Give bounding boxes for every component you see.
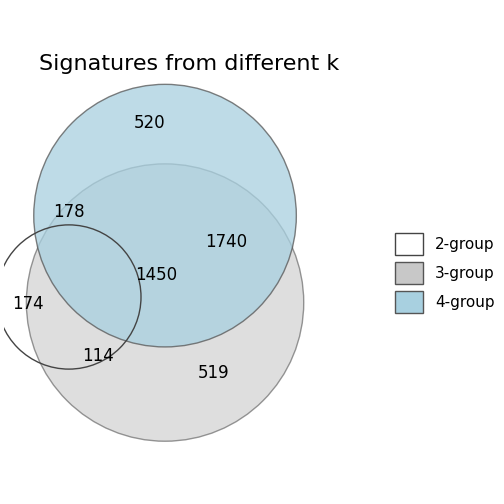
Text: 520: 520: [134, 114, 165, 132]
Legend: 2-group, 3-group, 4-group: 2-group, 3-group, 4-group: [389, 227, 501, 319]
Circle shape: [26, 164, 304, 441]
Text: 178: 178: [53, 203, 85, 221]
Text: 114: 114: [83, 347, 114, 365]
Title: Signatures from different k: Signatures from different k: [39, 53, 339, 74]
Text: 1740: 1740: [205, 232, 247, 250]
Text: 1450: 1450: [135, 266, 177, 284]
Text: 174: 174: [13, 295, 44, 313]
Text: 519: 519: [197, 364, 229, 382]
Circle shape: [34, 84, 296, 347]
